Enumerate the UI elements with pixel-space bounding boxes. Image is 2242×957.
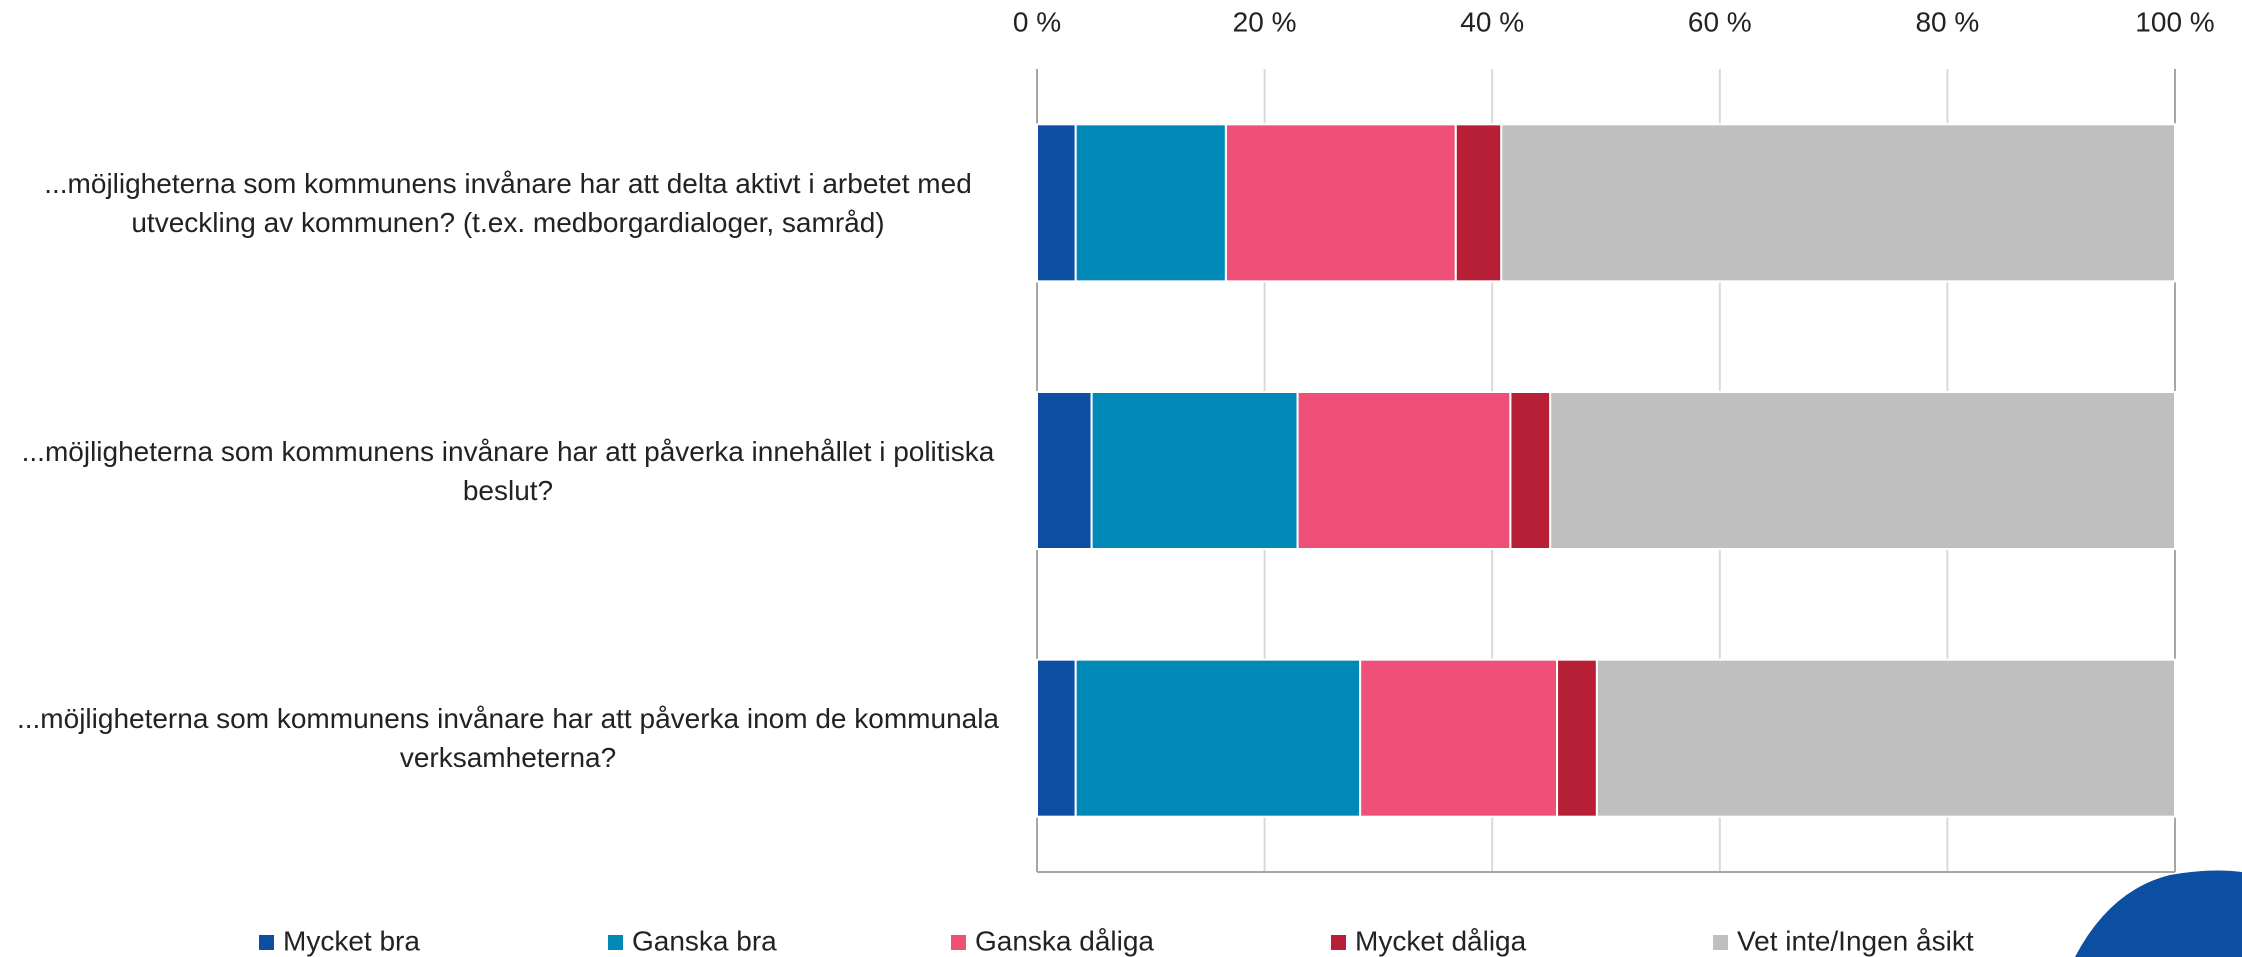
legend-label: Ganska bra xyxy=(632,925,777,956)
bar xyxy=(1549,391,2177,550)
legend-swatch xyxy=(1331,935,1346,950)
decoration xyxy=(2075,870,2242,957)
category-label: ...möjligheterna som kommunens invånare … xyxy=(16,703,1000,774)
bar xyxy=(1500,123,2176,283)
category-label: ...möjligheterna som kommunens invånare … xyxy=(21,435,995,506)
x-tick-label: 40 % xyxy=(1460,6,1524,37)
legend-swatch xyxy=(259,935,274,950)
bar xyxy=(1224,123,1457,283)
legend-label: Mycket bra xyxy=(283,925,420,956)
bar xyxy=(1556,658,1598,818)
bar xyxy=(1595,658,2176,818)
legend-label: Mycket dåliga xyxy=(1355,925,1527,956)
bar xyxy=(1036,391,1093,550)
x-tick-label: 60 % xyxy=(1688,6,1752,37)
bar xyxy=(1036,658,1077,818)
x-tick-label: 20 % xyxy=(1233,6,1297,37)
bar xyxy=(1074,123,1227,283)
category-label: ...möjligheterna som kommunens invånare … xyxy=(44,167,972,238)
bar xyxy=(1074,658,1362,818)
legend-swatch xyxy=(1713,935,1728,950)
x-tick-label: 100 % xyxy=(2135,6,2214,37)
bar xyxy=(1090,391,1299,550)
bar xyxy=(1454,123,1503,283)
bar xyxy=(1359,658,1559,818)
bar xyxy=(1036,123,1077,283)
x-tick-label: 80 % xyxy=(1915,6,1979,37)
legend-label: Ganska dåliga xyxy=(975,925,1154,956)
legend-swatch xyxy=(608,935,623,950)
legend-swatch xyxy=(951,935,966,950)
bar xyxy=(1296,391,1512,550)
x-tick-label: 0 % xyxy=(1013,6,1061,37)
legend-label: Vet inte/Ingen åsikt xyxy=(1737,925,1974,956)
bar xyxy=(1509,391,1552,550)
